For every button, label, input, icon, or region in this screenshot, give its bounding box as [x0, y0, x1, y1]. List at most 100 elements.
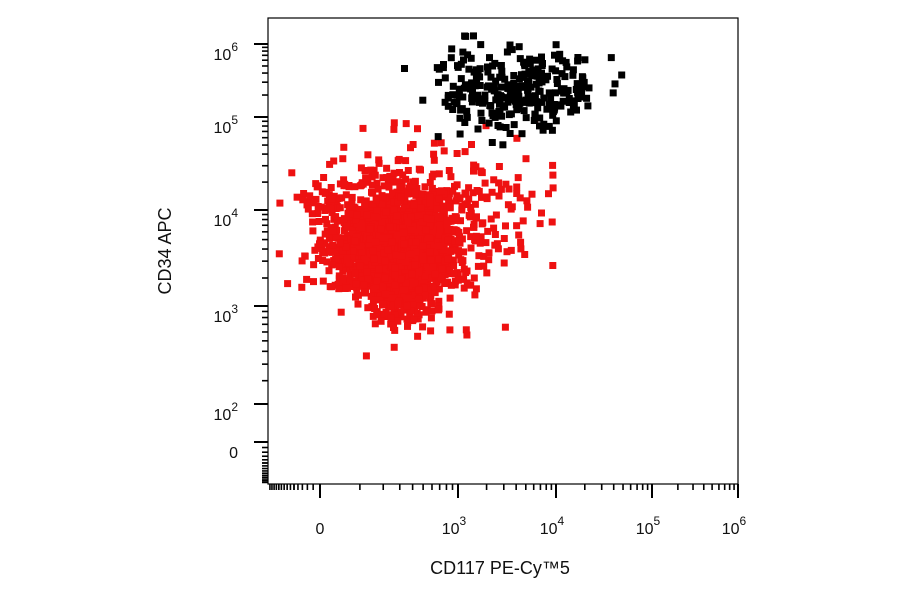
data-point [327, 184, 335, 191]
data-point [453, 192, 461, 200]
data-point [420, 284, 428, 292]
data-point [315, 218, 323, 225]
data-point [485, 256, 493, 264]
data-point [311, 246, 319, 254]
data-point [412, 238, 420, 246]
data-point [368, 188, 375, 196]
data-point [440, 61, 447, 68]
data-point [407, 213, 415, 221]
data-point [463, 331, 471, 339]
data-point [305, 198, 313, 206]
data-point [549, 171, 557, 179]
data-point [344, 284, 351, 292]
data-point [355, 266, 363, 274]
data-point [390, 343, 398, 351]
data-point [385, 234, 393, 242]
data-point [441, 98, 449, 106]
data-point [415, 268, 423, 275]
data-point [407, 234, 415, 242]
data-point [400, 188, 408, 196]
data-point [335, 263, 343, 271]
data-point [402, 157, 410, 165]
data-point [447, 281, 455, 289]
data-point [314, 210, 322, 217]
data-point [516, 55, 524, 63]
data-point [374, 244, 381, 252]
data-point [569, 97, 577, 105]
data-point [400, 240, 408, 248]
data-point [382, 208, 390, 216]
data-point [375, 156, 383, 164]
data-point [426, 292, 434, 300]
data-point [410, 280, 417, 288]
data-point [298, 257, 306, 265]
data-point [565, 95, 573, 102]
data-point [377, 225, 385, 233]
data-point [321, 189, 329, 197]
data-point [585, 84, 593, 92]
data-point [504, 201, 512, 209]
data-point [538, 69, 545, 77]
data-point [494, 122, 502, 129]
data-point [374, 249, 382, 257]
data-point [401, 204, 409, 212]
data-point [367, 292, 375, 300]
data-point [404, 322, 411, 330]
data-point [453, 150, 461, 157]
data-point [423, 261, 431, 269]
data-point [391, 264, 399, 272]
data-point [303, 275, 311, 283]
data-point [485, 82, 492, 90]
data-point [345, 259, 353, 267]
data-point [430, 150, 438, 158]
data-point [372, 238, 379, 246]
data-point [411, 261, 419, 269]
data-point [374, 185, 382, 193]
data-point [557, 102, 565, 110]
data-point [532, 80, 540, 88]
data-point [486, 102, 494, 109]
data-point [379, 283, 387, 290]
data-point [470, 32, 477, 40]
data-point [538, 53, 545, 61]
data-point [328, 248, 336, 256]
data-point [444, 236, 452, 244]
data-point [502, 124, 510, 131]
data-point [357, 223, 364, 230]
data-point [342, 243, 350, 251]
data-point [477, 41, 485, 49]
data-point [465, 195, 473, 203]
data-point [410, 201, 418, 209]
data-point [389, 189, 396, 197]
data-point [358, 272, 366, 280]
data-point [362, 174, 370, 182]
data-points [275, 32, 626, 360]
data-point [419, 242, 427, 250]
data-point [584, 102, 592, 110]
data-point [546, 101, 553, 109]
data-point [362, 352, 370, 360]
data-point [476, 65, 484, 73]
data-point [498, 73, 506, 81]
data-point [379, 300, 387, 308]
data-point [517, 238, 525, 246]
data-point [455, 247, 462, 255]
data-point [484, 227, 492, 235]
data-point [552, 117, 560, 125]
data-point [618, 71, 626, 79]
data-point [412, 206, 420, 214]
data-point [426, 193, 434, 201]
data-point [427, 215, 435, 223]
data-point [435, 220, 443, 228]
data-point [372, 296, 379, 304]
data-point [436, 200, 444, 208]
data-point [456, 114, 464, 122]
data-point [325, 204, 333, 212]
data-point [487, 73, 495, 81]
data-point [409, 291, 417, 299]
data-point [440, 147, 448, 155]
x-tick-label: 0 [316, 521, 325, 538]
data-point [427, 256, 435, 264]
data-point [579, 83, 587, 91]
data-point [463, 113, 471, 121]
